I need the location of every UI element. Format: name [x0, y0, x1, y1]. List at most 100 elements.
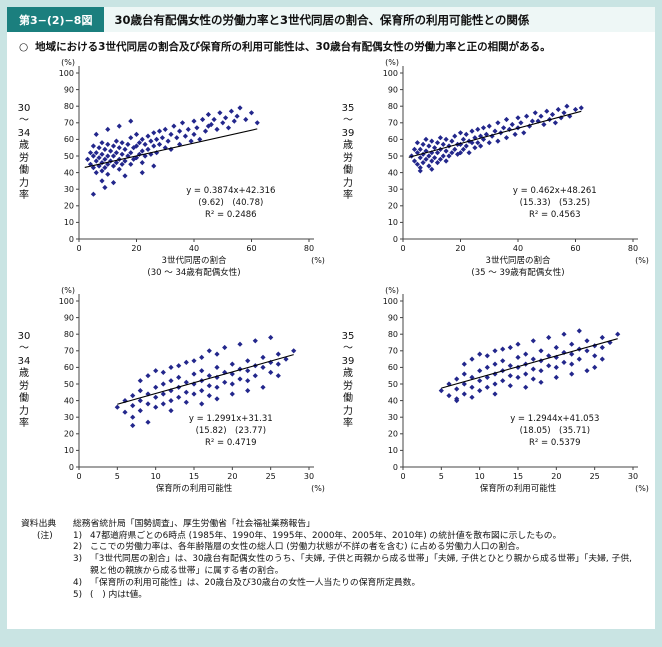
x-tick-label: 25 [266, 472, 276, 481]
y-tick-label: 50 [388, 379, 398, 388]
scatter-plot: 0 10 20 30 40 50 60 70 80 90 100 0 20 40 60 80 (%) (%) 3世代… [383, 58, 649, 278]
note-item: 2) ここでの労働力率は、各年齢階層の女性の総人口 (労働力状態が不詳の者を含む… [73, 542, 643, 554]
y-axis-title-char: 〜 [19, 115, 29, 127]
x-tick-label: 60 [246, 244, 256, 253]
figure-title: 30歳台有配偶女性の労働力率と3世代同居の割合、保育所の利用可能性との関係 [104, 7, 655, 32]
x-tick-label: 15 [513, 472, 523, 481]
t-values-label: (18.05) (35.71) [520, 426, 590, 436]
x-tick-label: 60 [570, 244, 580, 253]
note-number: 4) [73, 578, 83, 589]
x-tick-label: 0 [76, 472, 81, 481]
x-axis-unit: (%) [311, 256, 325, 265]
equation-label: y = 1.2944x+41.053 [510, 414, 599, 424]
note-item: 1) 47都道府県ごとの6時点 (1985年、1990年、1995年、2000年… [73, 531, 643, 543]
x-tick-label: 25 [590, 472, 600, 481]
note-label: (注) [37, 530, 53, 541]
x-tick-label: 5 [439, 472, 444, 481]
x-tick-label: 20 [455, 244, 465, 253]
chart-bottom-right: 35 〜 39 歳労働力率 0 10 20 30 40 50 60 70 80 90 100 0 5 10 15 20… [331, 285, 655, 513]
y-axis-unit: (%) [385, 58, 399, 67]
y-axis-title-char: 39 [341, 355, 355, 367]
y-tick-label: 90 [64, 85, 74, 94]
source-row: 資料出典 総務省統計局「国勢調査」、厚生労働省「社会福祉業務報告」 [21, 519, 643, 531]
y-axis-title: 35 〜 39 歳労働力率 [339, 331, 357, 431]
regression-line [84, 127, 258, 168]
figure-header: 第3−(2)−8図 30歳台有配偶女性の労働力率と3世代同居の割合、保育所の利用… [7, 7, 655, 32]
y-tick-label: 60 [388, 135, 398, 144]
y-axis-title-char: 率 [19, 190, 29, 202]
y-axis-title-char: 歳 [19, 140, 29, 152]
notes-section: 資料出典 総務省統計局「国勢調査」、厚生労働省「社会福祉業務報告」 (注) 1)… [21, 519, 643, 602]
y-axis-title-char: 35 [341, 102, 355, 114]
x-axis-subtitle: (30 〜 34歳有配偶女性) [147, 267, 240, 278]
y-tick-label: 90 [388, 313, 398, 322]
y-axis-title-char: 〜 [19, 343, 29, 355]
y-axis-unit: (%) [61, 58, 75, 67]
chart-top-left: 30 〜 34 歳労働力率 0 10 20 30 40 50 60 70 80 90 100 0 20 40 60 8… [7, 57, 331, 285]
r-squared-label: R² = 0.5379 [529, 438, 581, 448]
y-tick-label: 40 [64, 396, 74, 405]
t-values-label: (9.62) (40.78) [198, 198, 263, 208]
x-tick-label: 30 [628, 472, 638, 481]
chart-bottom-left: 30 〜 34 歳労働力率 0 10 20 30 40 50 60 70 80 90 100 0 5 10 15 20… [7, 285, 331, 513]
y-axis-title-char: 30 [17, 330, 31, 342]
y-tick-label: 0 [69, 462, 74, 471]
y-axis-title-char: 労 [343, 152, 353, 164]
chart-top-right: 35 〜 39 歳労働力率 0 10 20 30 40 50 60 70 80 90 100 0 20 40 60 8… [331, 57, 655, 285]
r-squared-label: R² = 0.4719 [205, 438, 257, 448]
y-tick-label: 40 [388, 396, 398, 405]
y-axis-title-char: 働 [343, 393, 353, 405]
y-tick-label: 50 [64, 151, 74, 160]
note-number: 1) [73, 530, 83, 541]
y-tick-label: 100 [383, 296, 398, 305]
note-text: 「3世代同居の割合」は、30歳台有配偶女性のうち、「夫婦, 子供と両親から成る世… [90, 554, 632, 577]
y-tick-label: 10 [388, 218, 398, 227]
y-axis-title-char: 労 [343, 380, 353, 392]
bullet-marker: ○ [19, 41, 29, 53]
x-tick-label: 15 [189, 472, 199, 481]
t-values-label: (15.82) (23.77) [196, 426, 266, 436]
note-number: 5) [73, 589, 83, 600]
data-points [114, 334, 297, 428]
y-tick-label: 70 [64, 118, 74, 127]
source-text: 総務省統計局「国勢調査」、厚生労働省「社会福祉業務報告」 [73, 518, 315, 529]
x-tick-label: 10 [475, 472, 485, 481]
x-axis-title: 3世代同居の割合 [486, 255, 551, 266]
y-tick-label: 70 [388, 118, 398, 127]
note-text: ここでの労働力率は、各年齢階層の女性の総人口 (労働力状態が不詳の者を含む) に… [90, 542, 525, 553]
y-axis-unit: (%) [61, 286, 75, 295]
y-tick-label: 0 [69, 234, 74, 243]
equation-label: y = 1.2991x+31.31 [189, 414, 273, 424]
x-axis-title: 保育所の利用可能性 [156, 483, 233, 494]
data-points [438, 327, 621, 403]
note-number: 3) [73, 554, 83, 565]
y-axis-title-char: 35 [341, 330, 355, 342]
y-axis-title-char: 力 [343, 405, 353, 417]
regression-line [408, 110, 582, 158]
y-tick-label: 20 [388, 429, 398, 438]
y-tick-label: 100 [59, 68, 74, 77]
regression-line [117, 353, 294, 405]
y-axis-title-char: 働 [343, 165, 353, 177]
y-axis-title-char: 歳 [343, 140, 353, 152]
figure-content: ○ 地域における3世代同居の割合及び保育所の利用可能性は、30歳台有配偶女性の労… [7, 32, 655, 629]
y-axis-title-char: 30 [17, 102, 31, 114]
y-tick-label: 0 [393, 462, 398, 471]
y-tick-label: 60 [388, 363, 398, 372]
y-tick-label: 80 [388, 102, 398, 111]
note-text: 「保育所の利用可能性」は、20歳台及び30歳台の女性一人当たりの保育所定員数。 [90, 578, 421, 589]
y-axis-title-char: 34 [17, 127, 31, 139]
data-points [409, 103, 584, 174]
y-axis-title-char: 率 [343, 418, 353, 430]
y-tick-label: 70 [388, 346, 398, 355]
axes [78, 293, 314, 468]
note-item: 5) ( ) 内はt値。 [73, 590, 643, 602]
y-tick-label: 0 [393, 234, 398, 243]
note-number: 2) [73, 542, 83, 553]
y-tick-label: 90 [64, 313, 74, 322]
y-axis-title-char: 力 [19, 177, 29, 189]
y-tick-label: 20 [64, 429, 74, 438]
y-tick-label: 30 [64, 185, 74, 194]
y-axis-title-char: 〜 [343, 115, 353, 127]
